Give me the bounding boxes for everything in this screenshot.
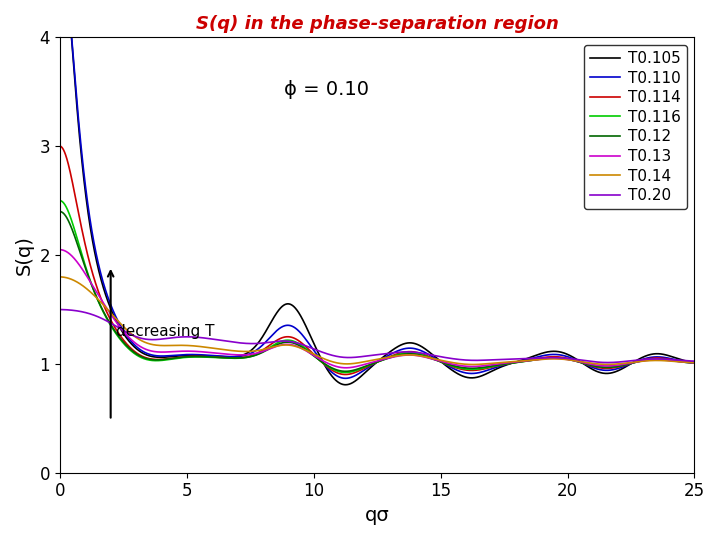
T0.114	[129, 347, 138, 354]
T0.110	[327, 369, 336, 375]
T0.13	[690, 360, 698, 366]
T0.114	[341, 372, 350, 378]
T0.116	[341, 369, 350, 376]
T0.20	[610, 359, 618, 366]
T0.110	[300, 334, 308, 340]
T0.14	[678, 359, 686, 365]
T0.110	[166, 352, 175, 359]
T0.116	[300, 344, 308, 350]
T0.20	[300, 342, 308, 348]
T0.114	[166, 355, 175, 362]
T0.114	[327, 367, 336, 373]
T0.14	[469, 361, 477, 368]
T0.13	[342, 364, 351, 371]
T0.13	[129, 338, 138, 345]
T0.105	[166, 353, 175, 360]
T0.12	[327, 364, 336, 371]
T0.110	[610, 366, 618, 373]
Line: T0.110: T0.110	[61, 0, 694, 379]
T0.114	[690, 360, 698, 366]
T0.114	[300, 342, 308, 348]
T0.105	[327, 372, 336, 379]
Title: S(q) in the phase-separation region: S(q) in the phase-separation region	[196, 15, 559, 33]
T0.20	[166, 335, 175, 341]
T0.105	[129, 343, 138, 349]
X-axis label: qσ: qσ	[365, 506, 390, 525]
T0.116	[129, 349, 138, 356]
T0.14	[327, 358, 336, 365]
T0.13	[166, 348, 175, 355]
T0.116	[166, 356, 175, 362]
T0.114	[610, 364, 618, 371]
T0.20	[129, 333, 138, 339]
T0.110	[341, 375, 350, 382]
T0.13	[610, 362, 618, 369]
T0.20	[57, 306, 66, 313]
T0.12	[690, 360, 698, 366]
Text: ϕ = 0.10: ϕ = 0.10	[284, 80, 369, 99]
Line: T0.114: T0.114	[61, 147, 694, 375]
T0.114	[57, 144, 66, 150]
Line: T0.13: T0.13	[61, 250, 694, 368]
T0.105	[341, 382, 350, 388]
T0.14	[57, 274, 66, 280]
T0.13	[327, 362, 336, 368]
T0.105	[300, 319, 308, 326]
T0.13	[57, 247, 66, 253]
Line: T0.20: T0.20	[61, 309, 694, 362]
T0.114	[678, 359, 686, 365]
Line: T0.14: T0.14	[61, 277, 694, 364]
T0.105	[678, 357, 686, 363]
Legend: T0.105, T0.110, T0.114, T0.116, T0.12, T0.13, T0.14, T0.20: T0.105, T0.110, T0.114, T0.116, T0.12, T…	[583, 45, 687, 210]
T0.13	[678, 359, 686, 365]
T0.14	[690, 359, 698, 366]
T0.12	[300, 346, 308, 352]
T0.116	[678, 359, 686, 365]
Line: T0.105: T0.105	[61, 0, 694, 385]
T0.12	[57, 208, 66, 215]
T0.14	[129, 332, 138, 339]
T0.116	[57, 198, 66, 204]
T0.12	[678, 359, 686, 365]
Text: decreasing T: decreasing T	[116, 323, 215, 339]
T0.13	[300, 346, 308, 353]
T0.14	[300, 346, 308, 353]
T0.116	[690, 360, 698, 366]
T0.110	[690, 360, 698, 366]
T0.20	[327, 352, 336, 359]
Y-axis label: S(q): S(q)	[15, 235, 34, 275]
T0.110	[129, 341, 138, 347]
T0.12	[129, 348, 138, 355]
T0.110	[678, 358, 686, 365]
T0.20	[678, 357, 686, 364]
T0.20	[690, 358, 698, 365]
T0.116	[610, 363, 618, 370]
T0.12	[166, 355, 175, 362]
T0.14	[610, 361, 618, 367]
Line: T0.12: T0.12	[61, 212, 694, 372]
T0.14	[166, 342, 175, 349]
T0.105	[690, 359, 698, 366]
T0.116	[327, 365, 336, 372]
T0.20	[603, 359, 612, 366]
Line: T0.116: T0.116	[61, 201, 694, 373]
T0.12	[341, 368, 350, 375]
T0.12	[610, 363, 618, 370]
T0.105	[610, 369, 618, 375]
